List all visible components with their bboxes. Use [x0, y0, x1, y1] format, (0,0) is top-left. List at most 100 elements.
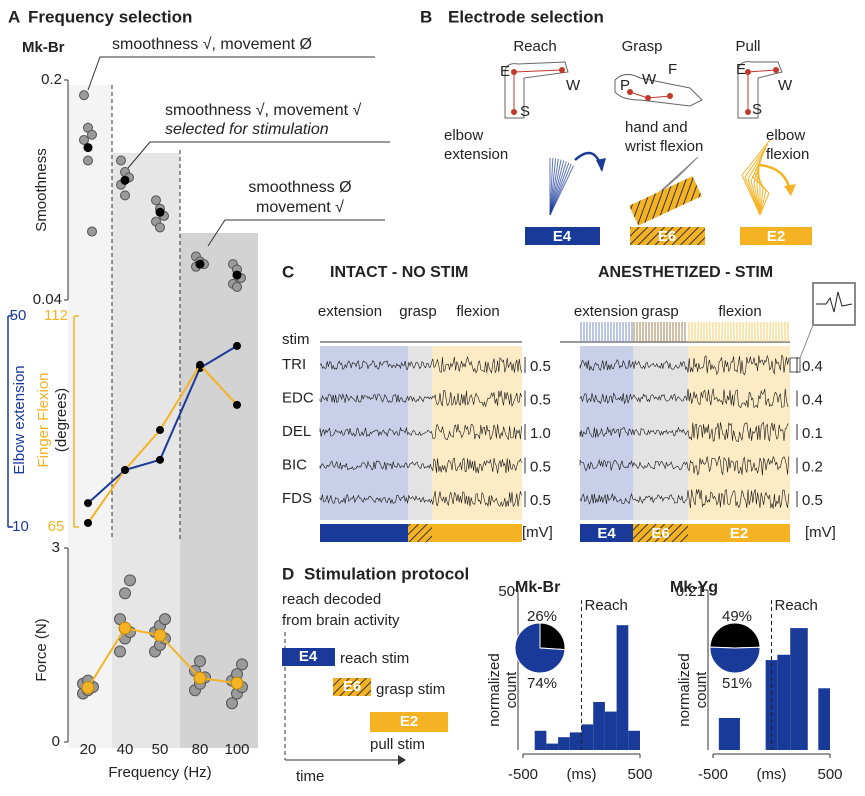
panel-title: Electrode selection — [448, 7, 604, 26]
trial-point — [87, 129, 97, 140]
mean-point — [81, 681, 95, 695]
pie-label: 26% — [527, 608, 557, 625]
step-box — [370, 712, 448, 732]
series-name: Elbow extension — [11, 365, 28, 474]
emg-trace — [579, 489, 790, 509]
joint — [667, 93, 673, 99]
y-tick-label: 3 — [52, 539, 60, 556]
condition: ANESTHETIZED - STIM — [598, 264, 773, 281]
trial-point — [194, 655, 206, 668]
scale-label: 0.4 — [802, 391, 823, 408]
x-tick-label: 20 — [80, 741, 97, 758]
hist-bar — [546, 743, 559, 750]
emg-trace — [579, 354, 790, 376]
stick — [744, 143, 769, 178]
trial-point — [79, 90, 89, 101]
y-tick-label: 0.2 — [41, 71, 62, 88]
angle-point — [156, 426, 164, 435]
trial-point — [119, 587, 131, 600]
emg-trace — [319, 355, 522, 374]
axis-label: (ms) — [567, 766, 597, 783]
panel-letter: C — [282, 262, 294, 281]
step-label: pull stim — [370, 736, 425, 753]
trial-point — [124, 574, 136, 587]
x-tick-label: 80 — [192, 741, 209, 758]
axis-label: count — [503, 671, 520, 709]
mean-point — [155, 207, 165, 217]
trial-point — [151, 195, 161, 206]
action: wrist flexion — [624, 138, 703, 155]
step-label: reach stim — [340, 650, 409, 667]
time-label: time — [296, 768, 324, 785]
mean-point — [120, 175, 130, 185]
x-tick-label: -500 — [508, 766, 538, 783]
emg-trace — [319, 457, 522, 474]
movement: Reach — [513, 38, 556, 55]
pie-slice — [514, 622, 566, 674]
joint — [511, 109, 517, 115]
arm-sketch — [737, 61, 783, 119]
hist-bar — [604, 711, 617, 750]
panel-letter: B — [420, 7, 432, 26]
mean-point — [153, 628, 167, 642]
emg-trace — [319, 424, 522, 441]
trial-point — [236, 658, 248, 671]
leader — [127, 141, 390, 169]
joint — [745, 69, 751, 75]
stick-hatch — [629, 176, 702, 226]
hist-bar — [616, 625, 629, 750]
annotation: smoothness Ø — [248, 179, 351, 196]
scale-label: 0.1 — [802, 425, 823, 442]
panel-letter: A — [8, 7, 20, 26]
pie-slice — [539, 622, 566, 651]
movement: Grasp — [622, 38, 663, 55]
scale-label: 0.5 — [802, 492, 823, 509]
electrode-bar — [688, 524, 790, 542]
stick — [741, 139, 771, 176]
x-tick-label: 40 — [117, 741, 134, 758]
scale-label: 0.2 — [802, 458, 823, 475]
scale-label: 0.4 — [802, 358, 823, 375]
joint — [627, 89, 633, 95]
joint — [645, 95, 651, 101]
axis-label: Frequency (Hz) — [108, 764, 211, 781]
action: hand and — [625, 119, 688, 136]
trial-point — [226, 697, 238, 710]
muscle-label: BIC — [282, 456, 307, 473]
muscle-label: EDC — [282, 389, 314, 406]
x-tick-label: 500 — [817, 766, 842, 783]
joint-label: W — [642, 71, 657, 88]
marker-label: Reach — [585, 597, 628, 614]
scale-label: 0.5 — [530, 391, 551, 408]
electrode-bar — [432, 524, 522, 542]
movement: Pull — [735, 38, 760, 55]
hist-bar — [718, 718, 740, 750]
annotation: movement √ — [256, 199, 344, 216]
panel-letter: D — [282, 564, 294, 583]
muscle-label: TRI — [282, 356, 306, 373]
phase-label: flexion — [456, 303, 499, 320]
phase-label: extension — [574, 303, 638, 320]
joint-label: W — [778, 77, 793, 94]
y-tick-label: 65 — [48, 518, 65, 535]
phase-label: extension — [318, 303, 382, 320]
trial-point — [114, 645, 126, 658]
electrode-label: E2 — [730, 525, 748, 542]
axis-label: (degrees) — [53, 388, 70, 452]
time-arrow — [398, 755, 406, 765]
phase-label: flexion — [718, 303, 761, 320]
emg-trace — [319, 390, 522, 408]
mean-point — [230, 676, 244, 690]
hist-bar — [558, 737, 570, 750]
y-tick-label: 0.21 — [676, 583, 705, 600]
x-tick-label: -500 — [698, 766, 728, 783]
joint-label: F — [668, 61, 677, 78]
step-electrode: E6 — [343, 678, 361, 695]
band — [68, 85, 112, 748]
mean-point — [83, 143, 93, 153]
muscle-label: DEL — [282, 423, 311, 440]
hist-bar — [818, 688, 830, 750]
electrode-label: E2 — [767, 228, 785, 245]
joint-label: S — [752, 101, 762, 118]
annotation: smoothness √, movement Ø — [112, 36, 312, 53]
